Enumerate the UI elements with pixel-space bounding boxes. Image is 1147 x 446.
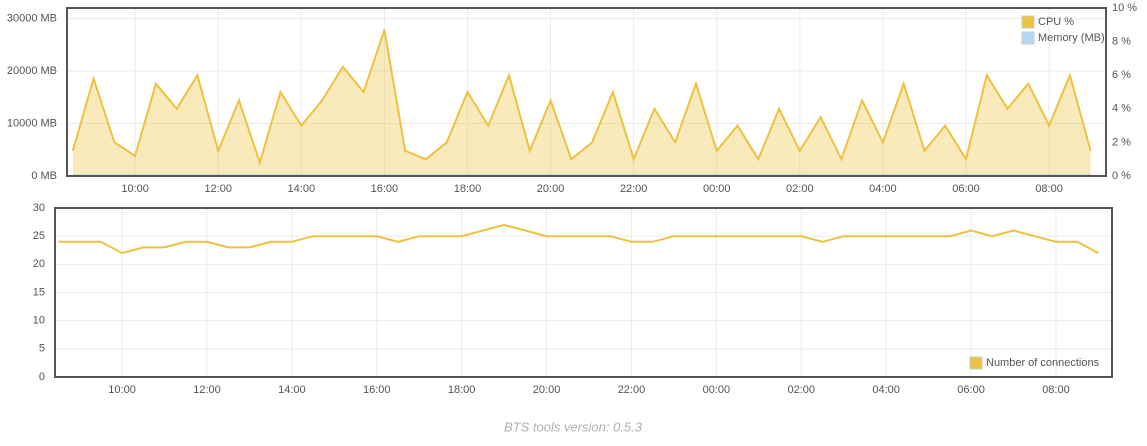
series-area — [72, 29, 1091, 176]
x-tick-label: 12:00 — [204, 183, 232, 195]
x-tick-label: 18:00 — [448, 384, 476, 396]
y-tick-label: 5 — [39, 343, 45, 355]
x-tick-label: 00:00 — [703, 183, 731, 195]
x-tick-label: 12:00 — [193, 384, 221, 396]
y-tick-label: 10000 MB — [7, 117, 57, 129]
y-tick-label: 0 — [39, 371, 45, 383]
x-tick-label: 02:00 — [786, 183, 814, 195]
x-tick-label: 08:00 — [1035, 183, 1063, 195]
x-tick-label: 16:00 — [371, 183, 399, 195]
y-tick-label: 15 — [33, 286, 45, 298]
x-tick-label: 18:00 — [454, 183, 482, 195]
y-tick-label: 30000 MB — [7, 12, 57, 24]
y-tick-label: 10 — [33, 315, 45, 327]
y2-tick-label: 0 % — [1112, 170, 1131, 182]
y-tick-label: 30 — [33, 202, 45, 214]
y2-tick-label: 4 % — [1112, 103, 1131, 115]
legend-label: CPU % — [1038, 16, 1074, 28]
x-tick-label: 04:00 — [869, 183, 897, 195]
x-tick-label: 06:00 — [952, 183, 980, 195]
x-tick-label: 04:00 — [872, 384, 900, 396]
y-tick-label: 0 MB — [31, 170, 57, 182]
plot-border — [66, 7, 1107, 177]
series-line — [58, 223, 1099, 255]
x-tick-label: 14:00 — [288, 183, 316, 195]
x-tick-label: 22:00 — [620, 183, 648, 195]
y2-tick-label: 2 % — [1112, 136, 1131, 148]
x-tick-label: 20:00 — [537, 183, 565, 195]
x-tick-label: 02:00 — [788, 384, 816, 396]
legend-label: Memory (MB) — [1038, 32, 1105, 44]
y2-tick-label: 8 % — [1112, 36, 1131, 48]
footer: BTS tools version: 0.5.3 — [504, 419, 643, 434]
x-tick-label: 06:00 — [957, 384, 985, 396]
x-tick-label: 00:00 — [703, 384, 731, 396]
plot-border — [54, 207, 1113, 378]
legend-swatch — [969, 356, 983, 370]
legend-label: Number of connections — [986, 357, 1100, 369]
y-tick-label: 20000 MB — [7, 65, 57, 77]
x-tick-label: 22:00 — [618, 384, 646, 396]
series-line — [71, 29, 1092, 166]
legend-swatch — [1021, 31, 1035, 45]
x-tick-label: 16:00 — [363, 384, 391, 396]
y-tick-label: 20 — [33, 258, 45, 270]
x-tick-label: 20:00 — [533, 384, 561, 396]
x-tick-label: 10:00 — [108, 384, 136, 396]
y2-tick-label: 6 % — [1112, 69, 1131, 81]
x-tick-label: 14:00 — [278, 384, 306, 396]
x-tick-label: 08:00 — [1042, 384, 1070, 396]
y-tick-label: 25 — [33, 230, 45, 242]
legend-swatch — [1021, 15, 1035, 29]
y2-tick-label: 10 % — [1112, 2, 1137, 14]
x-tick-label: 10:00 — [121, 183, 149, 195]
